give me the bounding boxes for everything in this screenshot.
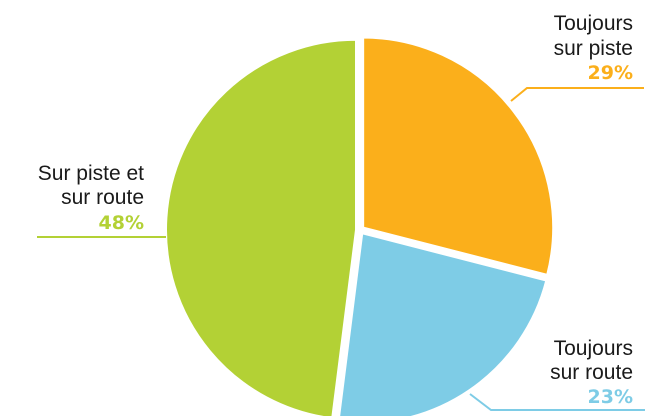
pie-slice-2	[165, 38, 358, 416]
slice-label-line-1: Toujours	[554, 337, 633, 360]
slice-label-line-1: Sur piste et	[38, 162, 144, 185]
label-toujours-sur-piste: Toujours sur piste 29%	[510, 12, 644, 102]
slice-label-line-2: sur route	[550, 361, 633, 384]
pie-slice-0	[362, 36, 555, 277]
leader-line-toujours-sur-route	[469, 393, 645, 411]
pie-slice-1	[338, 232, 548, 416]
slice-value-label: 23%	[588, 386, 633, 408]
slice-value-label: 48%	[99, 212, 144, 234]
slice-label-line-2: sur piste	[554, 37, 633, 60]
label-toujours-sur-route: Toujours sur route 23%	[469, 337, 645, 411]
pie-slices	[165, 36, 555, 416]
leader-line-toujours-sur-piste	[510, 87, 644, 102]
slice-label-line-1: Toujours	[554, 12, 633, 35]
label-sur-piste-et-sur-route: Sur piste et sur route 48%	[37, 162, 166, 238]
slice-label-line-2: sur route	[61, 186, 144, 209]
slice-value-label: 29%	[588, 62, 633, 84]
